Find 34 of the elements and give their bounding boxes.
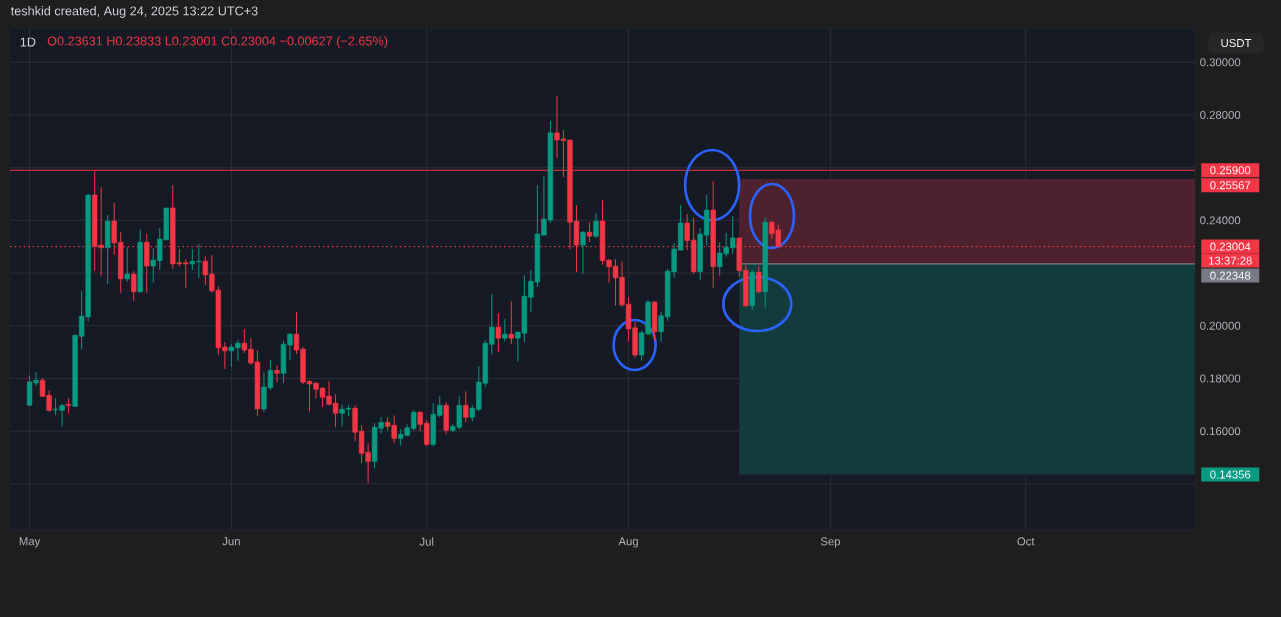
candlestick <box>274 364 280 383</box>
candlestick <box>131 270 137 302</box>
y-tick-label: 0.28000 <box>1200 110 1241 119</box>
y-tick-label: 0.18000 <box>1200 374 1241 383</box>
candlestick <box>144 233 150 294</box>
candlestick <box>756 265 762 294</box>
x-tick-label: Jun <box>222 537 240 546</box>
x-tick-label: Oct <box>1017 537 1035 546</box>
x-tick-label: Aug <box>618 537 638 548</box>
text: O0.23631 H0.23833 L0.23001 C0.23004 −0.00627 (−2.65%) <box>47 36 388 48</box>
x-tick-label: Jul <box>419 537 434 546</box>
y-tick-label: 0.16000 <box>1200 427 1241 436</box>
band-label: 0.14356 <box>1210 470 1251 479</box>
band-label: 0.25567 <box>1210 181 1251 190</box>
candlestick <box>463 390 469 423</box>
text: 13:37:28 <box>1209 256 1252 265</box>
x-tick-label: May <box>19 537 41 548</box>
ref-line-label: 0.22348 <box>1210 271 1251 280</box>
candlestick <box>580 230 586 275</box>
x-tick-label: Sep <box>820 537 840 548</box>
candlestick <box>593 212 599 239</box>
text: USDT <box>1221 38 1252 47</box>
candlestick <box>502 318 508 342</box>
candlestick <box>586 221 593 243</box>
ref-line-label: 0.23004 <box>1210 242 1251 251</box>
candlestick <box>124 246 130 283</box>
candlestick <box>495 312 502 353</box>
text: teshkid created, Aug 24, 2025 13:22 UTC+3 <box>10 6 258 18</box>
y-tick-label: 0.24000 <box>1200 216 1241 225</box>
y-tick-label: 0.20000 <box>1200 321 1241 330</box>
ref-line-label: 0.25900 <box>1210 166 1251 175</box>
text: 1D <box>20 37 36 47</box>
y-tick-label: 0.30000 <box>1200 58 1241 67</box>
candlestick <box>508 300 515 345</box>
